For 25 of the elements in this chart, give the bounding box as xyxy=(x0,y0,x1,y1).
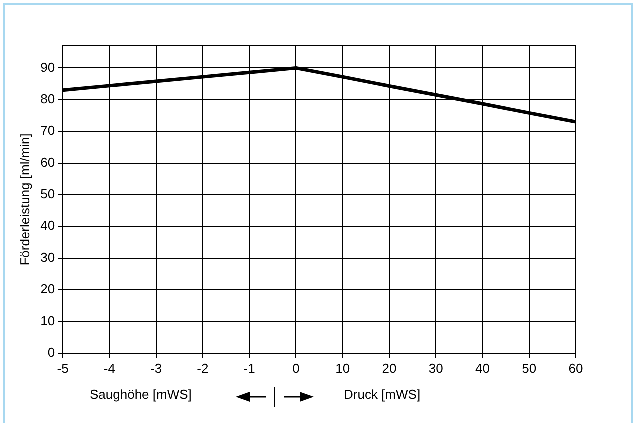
x-tick-label: -5 xyxy=(57,360,69,376)
x-tick-label: 10 xyxy=(336,360,350,376)
x-tick-label: -4 xyxy=(104,360,116,376)
y-tick-label: 70 xyxy=(40,123,56,138)
x-tick-label: -3 xyxy=(150,360,162,376)
y-tick-label: 90 xyxy=(40,60,56,75)
x-tick-label: 20 xyxy=(382,360,397,376)
x-tick-label: 30 xyxy=(428,360,444,376)
x-tick-label: 50 xyxy=(522,360,537,376)
x-tick-label: 60 xyxy=(568,360,584,376)
x-tick-label: -2 xyxy=(197,360,209,376)
y-tick-label: 20 xyxy=(40,282,56,297)
y-tick-label: 50 xyxy=(40,186,56,202)
x-tick-label: 40 xyxy=(476,360,490,376)
y-tick-label: 30 xyxy=(40,250,56,265)
y-axis-title: Förderleistung [ml/min] xyxy=(17,134,32,266)
x-tick-label: 0 xyxy=(292,360,300,376)
y-tick-label: 10 xyxy=(40,313,56,328)
y-tick-label: 60 xyxy=(40,154,56,170)
y-tick-label: 0 xyxy=(48,344,56,360)
y-tick-label: 80 xyxy=(40,91,56,106)
text: Saughöhe [mWS] xyxy=(90,387,192,402)
text: Druck [mWS] xyxy=(344,387,421,402)
x-tick-label: -1 xyxy=(244,360,256,376)
y-tick-label: 40 xyxy=(40,218,56,234)
